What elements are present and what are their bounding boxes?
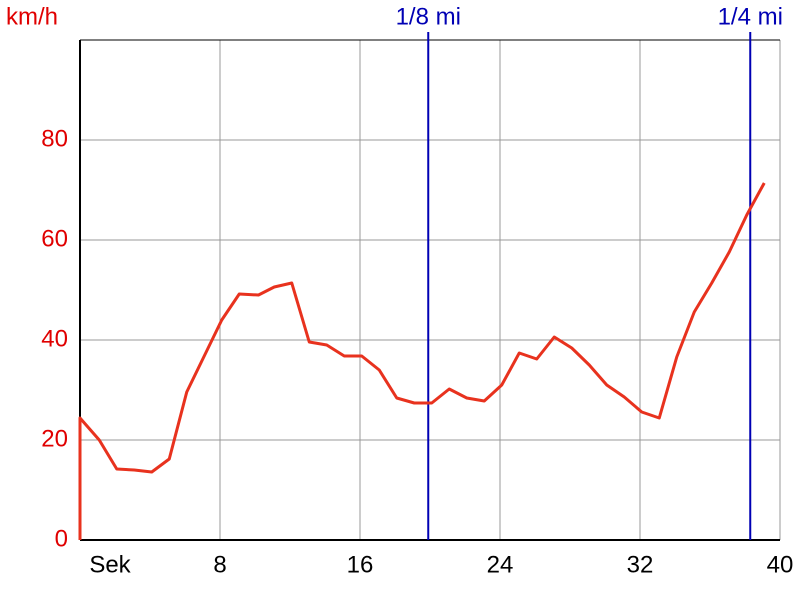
- y-tick-label: 80: [41, 125, 68, 152]
- y-tick-label: 40: [41, 325, 68, 352]
- distance-label: 1/4 mi: [718, 3, 783, 30]
- y-axis-label: km/h: [6, 3, 58, 30]
- y-tick-label: 60: [41, 225, 68, 252]
- x-tick-label: 16: [347, 551, 374, 578]
- y-tick-label: 0: [55, 525, 68, 552]
- x-tick-label: 40: [767, 551, 794, 578]
- x-tick-label: 8: [213, 551, 226, 578]
- x-tick-label: 24: [487, 551, 514, 578]
- speed-line: [78, 182, 766, 540]
- distance-label: 1/8 mi: [396, 3, 461, 30]
- x-tick-label: 32: [627, 551, 654, 578]
- x-axis-label: Sek: [89, 551, 131, 578]
- y-tick-label: 20: [41, 425, 68, 452]
